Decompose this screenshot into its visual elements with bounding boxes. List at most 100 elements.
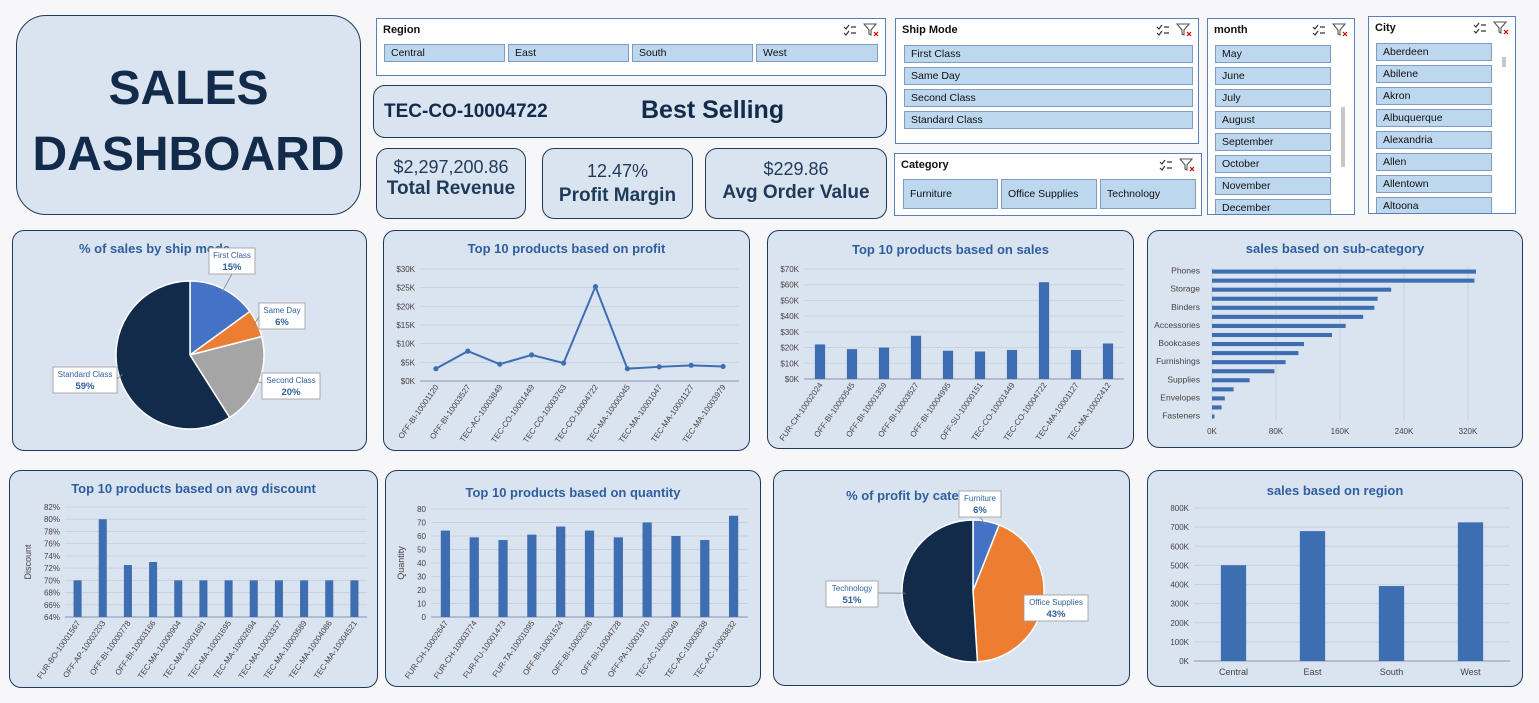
sales-bar-chart: $0K$10K$20K$30K$40K$50K$60K$70KFUR-CH-10…: [778, 265, 1124, 443]
region-slicer[interactable]: Region Central East South West: [376, 18, 886, 76]
city-option-allen[interactable]: Allen: [1376, 153, 1492, 171]
month-slicer[interactable]: month May June July August September Oct…: [1207, 18, 1355, 215]
y-tick-label: 50: [417, 546, 426, 555]
ship-mode-pie-title: % of sales by ship mode: [79, 241, 230, 256]
bar-off-bi-10004728: [613, 537, 623, 617]
bar-tec-ma-10002412: [1102, 343, 1114, 379]
city-option-akron[interactable]: Akron: [1376, 87, 1492, 105]
month-option-december[interactable]: December: [1215, 199, 1331, 214]
title-line-2: DASHBOARD: [32, 128, 345, 181]
region-option-west[interactable]: West: [756, 44, 878, 62]
y-tick-label: $0K: [401, 377, 416, 386]
clear-filter-icon[interactable]: [1332, 23, 1348, 37]
y-tick-label: 600K: [1170, 542, 1189, 551]
bar-fur-ch-10002647: [440, 530, 451, 617]
y-tick-label: 60: [417, 532, 426, 541]
discount-bar-panel: Top 10 products based on avg discount 64…: [9, 470, 378, 688]
clear-filter-icon[interactable]: [1179, 158, 1195, 172]
month-option-october[interactable]: October: [1215, 155, 1331, 173]
month-option-july[interactable]: July: [1215, 89, 1331, 107]
category-pie-chart: Furniture 6% Office Supplies 43% Technology 5…: [825, 490, 1089, 663]
point-tec-co-10004722: [592, 283, 599, 290]
data-label-box: [258, 302, 306, 330]
bar-tec-ac-10003832: [728, 515, 739, 617]
y-tick-label: 30: [417, 573, 426, 582]
city-scrollbar[interactable]: [1502, 57, 1506, 67]
category-slicer[interactable]: Category Furniture Office Supplies Techn…: [894, 153, 1202, 216]
profit-line-panel: Top 10 products based on profit $0K $5K $1…: [383, 230, 750, 451]
multi-select-icon[interactable]: [1159, 159, 1173, 171]
bar-fur-bo-10001567: [73, 580, 82, 617]
region-option-east[interactable]: East: [508, 44, 629, 62]
category-option-furniture[interactable]: Furniture: [903, 179, 998, 209]
ship-mode-option-standard-class[interactable]: Standard Class: [904, 111, 1193, 129]
bar-off-pa-10001970: [642, 522, 652, 617]
slice-label-name: Same Day: [263, 306, 300, 315]
y-tick-label: 20: [417, 586, 426, 595]
slice-label-name: First Class: [213, 251, 251, 260]
y-tick-label: $10K: [780, 359, 799, 368]
slice-label-value: 15%: [222, 262, 242, 273]
point-tec-ma-10000045: [624, 366, 630, 372]
city-slicer[interactable]: City Aberdeen Abilene Akron Albuquerque …: [1368, 16, 1516, 214]
ship-mode-option-first-class[interactable]: First Class: [904, 45, 1193, 63]
slice-label-name: Standard Class: [58, 370, 113, 379]
y-tick-label: 200K: [1170, 619, 1189, 628]
slice-label-value: 43%: [1046, 609, 1066, 620]
ship-mode-slicer[interactable]: Ship Mode First Class Same Day Second Cl…: [895, 18, 1199, 144]
bar-appliances: [1212, 351, 1299, 356]
region-slicer-title: Region: [383, 24, 421, 36]
month-option-september[interactable]: September: [1215, 133, 1331, 151]
dashboard-title: SALES DASHBOARD: [17, 56, 360, 188]
month-option-november[interactable]: November: [1215, 177, 1331, 195]
bar-fur-ch-10002024: [814, 344, 826, 379]
city-option-altoona[interactable]: Altoona: [1376, 197, 1492, 213]
category-option-technology[interactable]: Technology: [1100, 179, 1196, 209]
region-option-central[interactable]: Central: [384, 44, 505, 62]
y-tick-label: 700K: [1170, 523, 1189, 532]
x-tick-label: Central: [1219, 667, 1248, 677]
region-bar-chart: 0K 100K 200K 300K 400K 500K 600K 700K 800K Centra…: [1170, 504, 1510, 677]
region-option-south[interactable]: South: [632, 44, 753, 62]
month-option-june[interactable]: June: [1215, 67, 1331, 85]
clear-filter-icon[interactable]: [1493, 21, 1509, 35]
ship-mode-option-same-day[interactable]: Same Day: [904, 67, 1193, 85]
ship-mode-option-second-class[interactable]: Second Class: [904, 89, 1193, 107]
leader-line: [116, 374, 123, 380]
city-option-abilene[interactable]: Abilene: [1376, 65, 1492, 83]
bar-east: [1299, 531, 1326, 661]
month-scrollbar[interactable]: [1341, 107, 1345, 167]
clear-filter-icon[interactable]: [1176, 23, 1192, 37]
city-option-allentown[interactable]: Allentown: [1376, 175, 1492, 193]
bar-fur-fu-10001473: [498, 540, 508, 617]
city-option-alexandria[interactable]: Alexandria: [1376, 131, 1492, 149]
subcategory-bar-panel: sales based on sub-category 0K 80K 160K 240…: [1147, 230, 1523, 448]
clear-filter-icon[interactable]: [863, 23, 879, 37]
bar-off-bi-10004995: [942, 350, 954, 379]
ship-mode-pie-chart: First Class 15% Same Day 6% Second Class 20% S…: [52, 247, 321, 430]
month-option-may[interactable]: May: [1215, 45, 1331, 63]
y-tick-label: $0K: [785, 375, 800, 384]
x-tick-label: 320K: [1459, 427, 1478, 436]
discount-bar-chart: 64% 66% 68% 70% 72% 74% 76% 78% 80% 82% FUR-BO-100…: [23, 503, 367, 681]
kpi-profit-margin-value: 12.47%: [586, 161, 649, 181]
slice-label-name: Furniture: [964, 494, 997, 503]
multi-select-icon[interactable]: [1312, 24, 1326, 36]
multi-select-icon[interactable]: [843, 24, 857, 36]
bar-copiers: [1212, 332, 1332, 338]
x-tick-label: East: [1303, 667, 1322, 677]
y-tick-label: 70: [417, 519, 426, 528]
category-option-office-supplies[interactable]: Office Supplies: [1001, 179, 1097, 209]
bar-storage: [1212, 287, 1392, 292]
y-tick-label: 76%: [44, 540, 60, 549]
city-slicer-title: City: [1375, 22, 1396, 34]
multi-select-icon[interactable]: [1156, 24, 1170, 36]
y-tick-label: Binders: [1171, 302, 1200, 312]
city-option-albuquerque[interactable]: Albuquerque: [1376, 109, 1492, 127]
y-tick-label: 80: [417, 505, 426, 514]
multi-select-icon[interactable]: [1473, 22, 1487, 34]
data-label-box: [825, 580, 879, 608]
y-tick-label: $60K: [780, 281, 799, 290]
city-option-aberdeen[interactable]: Aberdeen: [1376, 43, 1492, 61]
month-option-august[interactable]: August: [1215, 111, 1331, 129]
